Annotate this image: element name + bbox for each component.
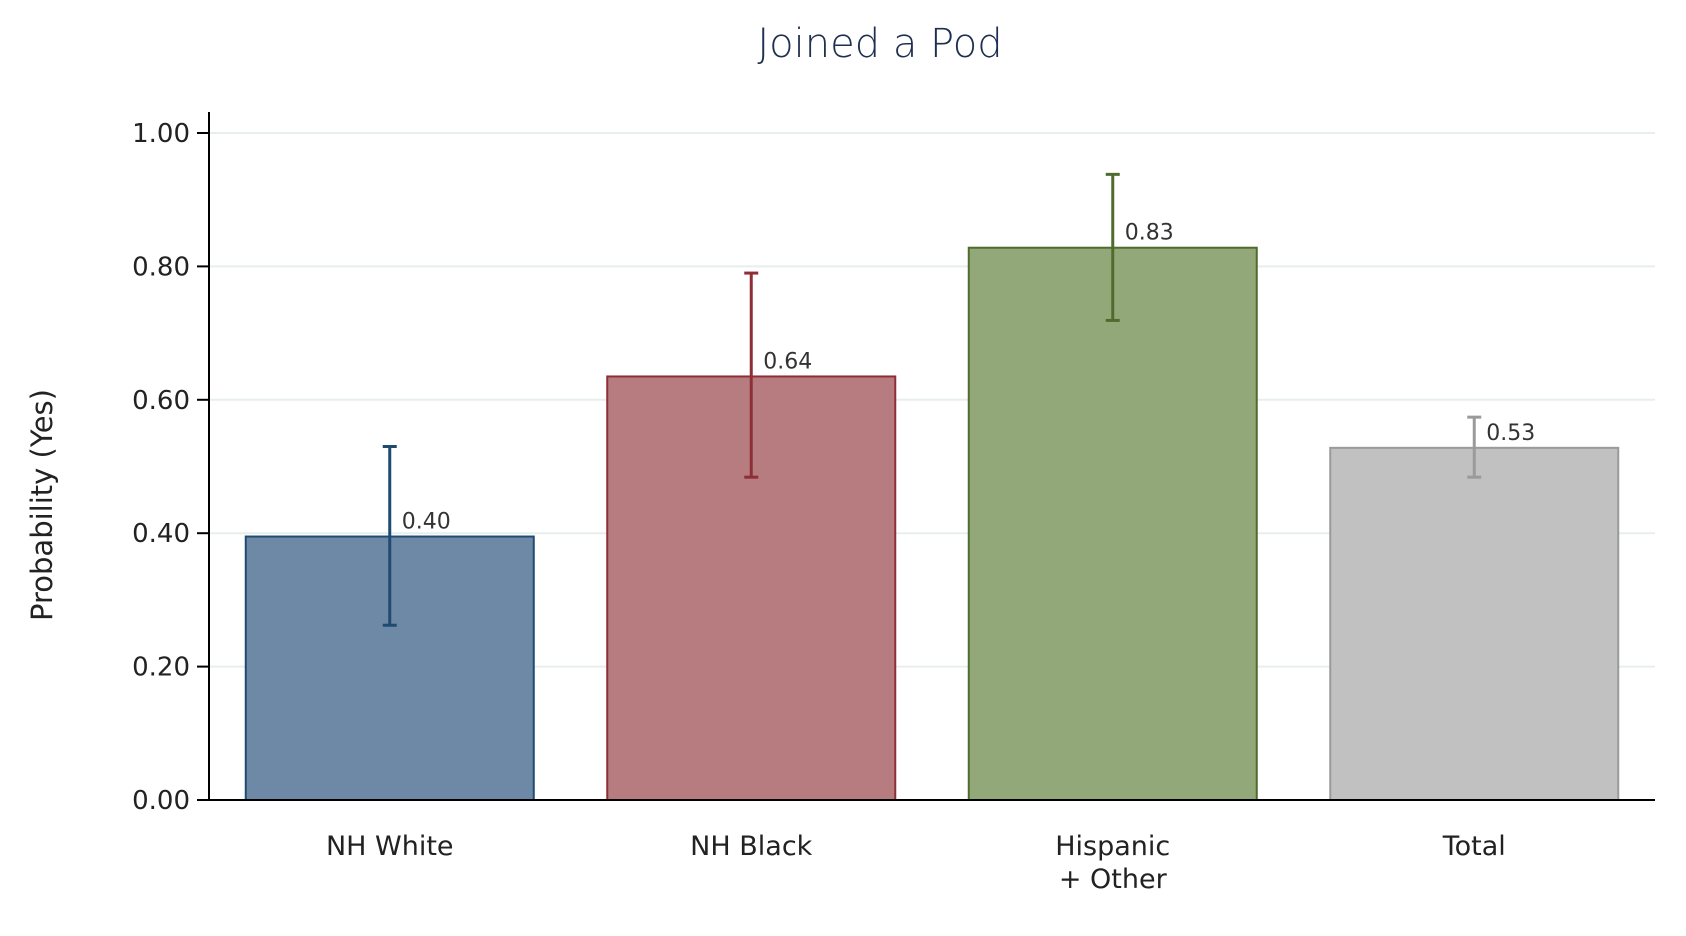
category-label: Hispanic + Other <box>1055 831 1170 895</box>
bar <box>967 246 1258 801</box>
y-tick-label: 1.00 <box>132 119 190 149</box>
category-label-line: NH Black <box>690 831 812 862</box>
category-label-line: Total <box>1442 831 1506 862</box>
bars <box>244 172 1620 801</box>
value-label: 0.40 <box>402 510 451 535</box>
value-label: 0.83 <box>1125 221 1174 246</box>
category-label: Total <box>1442 831 1506 862</box>
category-label-line: NH White <box>326 831 454 862</box>
y-axis-title: Probability (Yes) <box>25 389 59 621</box>
y-tick-label: 0.60 <box>132 386 190 416</box>
category-label: NH White <box>326 831 454 862</box>
y-tick-label: 0.20 <box>132 653 190 683</box>
category-label-line: + Other <box>1059 864 1168 895</box>
value-label: 0.53 <box>1486 421 1535 446</box>
y-tick-label: 0.40 <box>132 519 190 549</box>
y-tick-label: 0.80 <box>132 252 190 282</box>
axes <box>197 112 1655 801</box>
labels: 0.00 0.20 0.40 0.60 0.80 1.00 0.40 NH White 0.64… <box>132 119 1535 895</box>
chart-title: Joined a Pod <box>757 21 1002 67</box>
category-label-line: Hispanic <box>1055 831 1170 862</box>
value-label: 0.64 <box>763 349 812 374</box>
category-label: NH Black <box>690 831 812 862</box>
bar <box>1329 446 1620 801</box>
y-tick-label: 0.00 <box>132 786 190 816</box>
